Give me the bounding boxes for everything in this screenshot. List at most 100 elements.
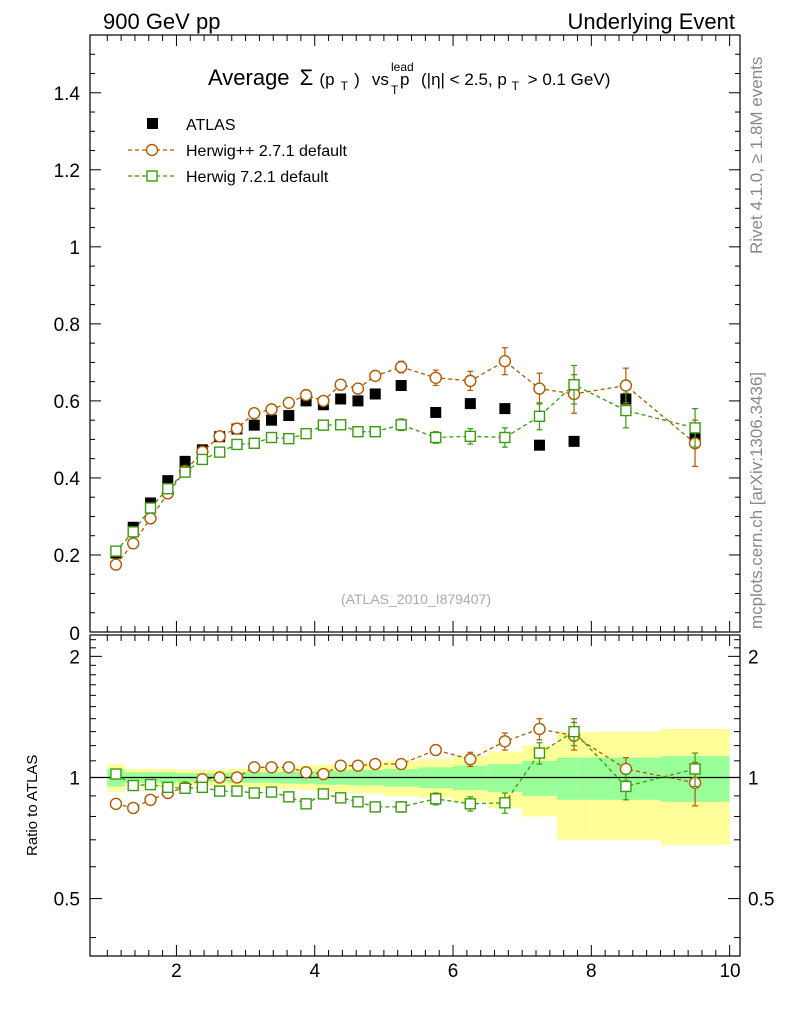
main-point-herwigpp [619,379,633,392]
ratio-point-herwig7 [283,791,295,803]
ratio-point-herwig7 [568,725,580,738]
main-point-herwig7 [144,502,157,514]
ratio-plot-marks [109,718,702,815]
title-p-sub: T [391,83,399,97]
main-point-atlas [335,393,347,405]
main-point-herwigpp [498,355,512,368]
legend-label-atlas: ATLAS [186,117,236,134]
main-plot-ticks: 0.2 0.4 0.6 0.8 1 1.2 1.4 0 [54,35,740,645]
main-point-herwig7 [352,426,364,438]
ratio-point-herwigpp [299,766,313,779]
main-plot-marks [109,347,702,571]
svg-text:(|η| < 2.5, p T: (|η| < 2.5, p T > 0.1 GeV) [421,70,610,94]
main-point-herwig7 [162,483,174,495]
ratio-point-herwigpp [248,761,261,774]
legend-item-herwigpp: Herwig++ 2.7.1 default [128,143,348,160]
ratio-point-herwig7 [248,787,260,799]
main-plot-panel: 0.2 0.4 0.6 0.8 1 1.2 1.4 0 Average Σ (p T ) vs… [54,34,741,645]
ratio-point-herwigpp [498,735,512,748]
main-point-atlas [162,475,174,487]
main-point-herwig7 [213,446,226,458]
main-point-herwig7 [430,431,442,444]
main-point-atlas [395,379,407,391]
legend-marker-herwigpp [145,143,159,157]
main-point-herwig7 [231,438,243,451]
title-pt-open: (p [319,70,334,89]
ratio-point-herwigpp [429,743,442,757]
ratio-point-herwigpp [394,757,408,771]
rivet-version-label: Rivet 4.1.0, ≥ 1.8M events [747,57,766,254]
ratio-point-herwig7 [395,801,407,813]
main-point-herwig7 [499,431,511,444]
ratio-x-tick-label: 10 [719,961,740,982]
ratio-point-herwigpp [334,759,347,772]
main-y-tick-label: 1.2 [54,161,80,182]
main-point-herwigpp [213,430,226,443]
ratio-band-inner [522,760,557,796]
analysis-watermark: (ATLAS_2010_I879407) [341,591,491,607]
ratio-point-herwigpp [282,761,296,774]
main-point-atlas [533,439,545,451]
legend-marker-atlas [147,118,158,129]
title-cuts-b: > 0.1 GeV) [528,70,611,89]
main-y-tick-label: 1 [69,238,80,259]
legend-item-atlas: ATLAS [147,117,236,134]
main-point-herwigpp [144,512,157,525]
ratio-point-herwig7 [231,785,243,797]
legend-label-herwig7: Herwig 7.2.1 default [186,169,329,186]
ratio-y-tick-label-right: 1 [748,768,759,789]
ratio-point-herwig7 [533,747,546,759]
title-p: p [400,70,409,89]
ratio-point-herwig7 [334,792,347,804]
ratio-y-tick-label-right: 2 [748,647,759,668]
main-y-tick-label: 0.8 [54,315,80,336]
main-point-atlas [464,398,476,410]
ratio-point-herwig7 [265,786,278,798]
legend-marker-herwig7 [146,170,158,182]
ratio-point-herwig7 [499,797,511,809]
main-point-herwigpp [429,371,442,384]
ratio-point-herwig7 [464,798,477,810]
main-point-herwig7 [110,545,122,557]
main-point-atlas [179,455,191,467]
ratio-point-herwig7 [620,780,632,793]
title-pt-close: ) [354,70,360,89]
ratio-plot-panel: 0.5 0.5 1 1 2 2 2 4 6 8 10 Ratio to ATLAS [24,634,774,982]
main-point-herwigpp [230,422,244,435]
ratio-x-tick-label: 6 [448,961,459,982]
main-line-herwig7 [115,383,696,552]
ratio-point-herwigpp [317,767,330,781]
main-point-herwigpp [351,382,365,395]
ratio-plot-ticks: 0.5 0.5 1 1 2 2 2 4 6 8 10 [54,635,774,982]
title-cuts-sub: T [512,79,520,93]
ratio-point-herwig7 [196,781,209,794]
main-point-herwig7 [179,466,191,478]
main-point-herwigpp [282,396,296,410]
main-point-atlas [266,414,278,426]
main-point-atlas [283,410,295,422]
ratio-point-herwig7 [689,763,701,775]
ratio-point-herwigpp [265,761,278,774]
title-p-sup: lead [391,60,414,74]
main-point-herwig7 [248,437,260,449]
main-point-herwig7 [464,430,477,443]
main-plot-title: Average Σ (p T ) vs p lead T (|η| < 2.5,… [208,60,610,97]
ratio-plot-frame [89,634,741,957]
title-cuts-a: (|η| < 2.5, p [421,70,507,89]
header-left-label: 900 GeV pp [103,9,220,34]
title-sigma: Σ [300,65,314,90]
main-point-herwig7 [620,404,632,417]
ratio-y-tick-label-right: 0.5 [748,890,774,911]
mcplots-label: mcplots.cern.ch [arXiv:1306.3436] [747,372,766,629]
main-point-herwig7 [317,419,330,431]
main-point-herwig7 [300,427,312,440]
ratio-point-herwigpp [213,771,226,784]
ratio-x-tick-label: 4 [309,961,320,982]
main-point-herwigpp [248,407,261,420]
main-point-atlas [430,406,442,418]
main-point-herwigpp [127,537,140,550]
main-point-atlas [248,419,260,431]
legend-item-herwig7: Herwig 7.2.1 default [128,169,329,186]
main-point-herwig7 [689,422,701,434]
